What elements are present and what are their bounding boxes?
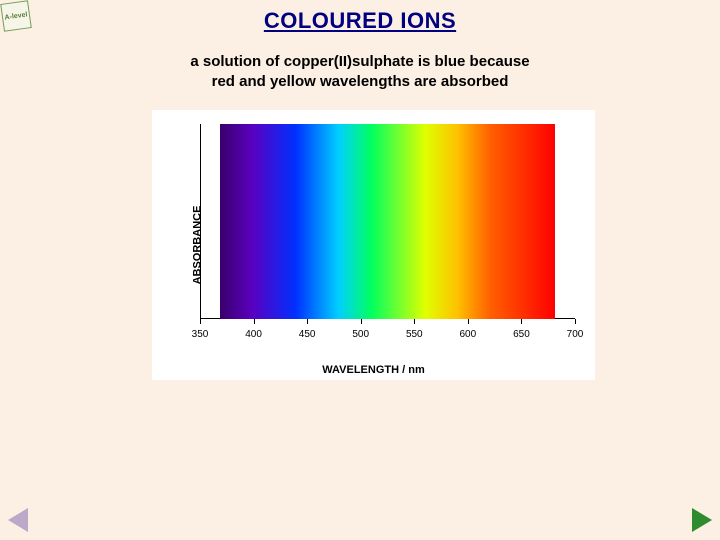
spectrum-chart: ABSORBANCE 350400450500550600650700 WAVE…	[152, 110, 595, 380]
prev-slide-button[interactable]	[8, 508, 28, 532]
x-tick-label: 700	[567, 329, 584, 340]
x-tick-label: 450	[299, 329, 316, 340]
x-tick	[361, 319, 362, 324]
x-tick	[254, 319, 255, 324]
logo-badge: A-level	[0, 0, 32, 32]
x-tick-label: 600	[460, 329, 477, 340]
logo-text: A-level	[4, 11, 28, 21]
x-tick-label: 550	[406, 329, 423, 340]
subtitle-line-2: red and yellow wavelengths are absorbed	[212, 73, 509, 90]
x-tick	[200, 319, 201, 324]
x-axis-label: WAVELENGTH / nm	[152, 364, 595, 376]
x-tick	[414, 319, 415, 324]
page-title: COLOURED IONS	[0, 0, 720, 34]
x-tick-label: 350	[192, 329, 209, 340]
subtitle-line-1: a solution of copper(II)sulphate is blue…	[190, 53, 529, 70]
x-tick-label: 400	[245, 329, 262, 340]
y-axis-line	[200, 124, 201, 319]
x-tick	[575, 319, 576, 324]
x-tick	[521, 319, 522, 324]
x-tick	[468, 319, 469, 324]
subtitle: a solution of copper(II)sulphate is blue…	[0, 52, 720, 91]
x-tick-label: 500	[352, 329, 369, 340]
x-tick	[307, 319, 308, 324]
plot-area: 350400450500550600650700	[200, 124, 575, 334]
x-tick-label: 650	[513, 329, 530, 340]
spectrum-gradient	[220, 124, 555, 319]
next-slide-button[interactable]	[692, 508, 712, 532]
